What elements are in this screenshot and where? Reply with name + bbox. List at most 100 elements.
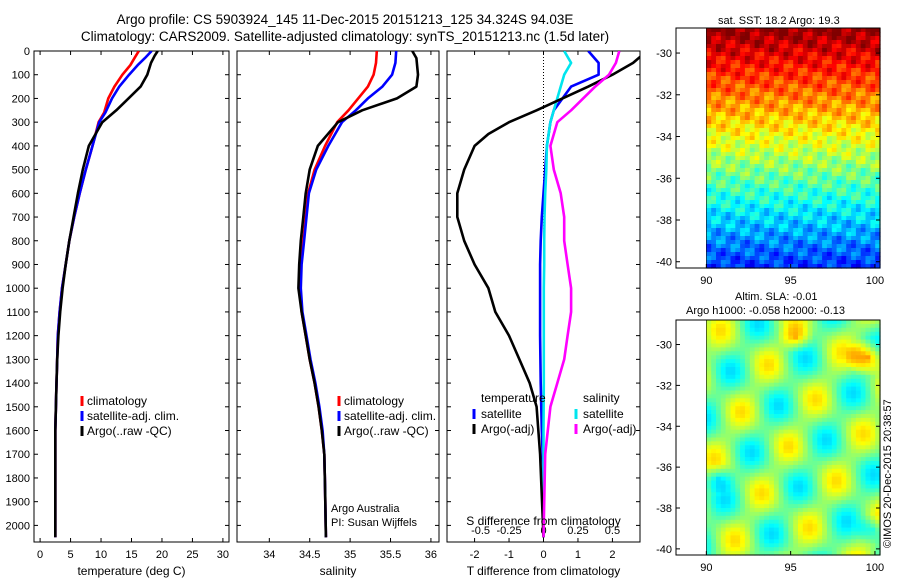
heatmap-cell [725,220,731,225]
heatmap-cell [812,164,818,169]
heatmap-cell [831,441,838,446]
heatmap-cell [716,244,722,249]
heatmap-cell [759,500,765,505]
heatmap-cell [764,96,770,101]
heatmap-cell [851,461,857,466]
heatmap-cell [783,374,789,380]
heatmap-cell [725,425,731,431]
heatmap-cell [807,535,813,540]
heatmap-cell [725,453,731,458]
heatmap-cell [773,433,780,439]
heatmap-cell [730,461,736,466]
heatmap-cell [788,363,794,368]
heatmap-cell [822,343,828,348]
heatmap-cell [870,220,876,225]
heatmap-cell [749,433,756,439]
heatmap-cell [812,36,818,41]
heatmap-cell [851,320,857,325]
heatmap-cell [855,156,862,161]
heatmap-cell [716,192,722,197]
heatmap-cell [740,453,746,458]
heatmap-cell [769,355,775,360]
heatmap-cell [749,236,756,241]
heatmap-cell [836,394,842,399]
heatmap-cell [798,176,804,181]
heatmap-cell [855,192,862,197]
heatmap-cell [706,335,712,341]
heatmap-cell [851,120,857,125]
heatmap-cell [749,104,756,109]
heatmap-cell [769,40,775,45]
heatmap-cell [716,32,722,37]
heatmap-cell [740,96,746,101]
heatmap-cell [870,339,876,345]
heatmap-cell [730,40,736,45]
heatmap-cell [798,347,804,352]
heatmap-cell [836,551,842,556]
heatmap-cell [817,204,823,209]
heatmap-cell [783,531,789,536]
heatmap-cell [759,140,765,145]
heatmap-cell [711,425,717,431]
heatmap-cell [740,216,746,221]
heatmap-cell [841,196,847,201]
heatmap-cell [860,128,867,133]
heatmap-cell [759,104,765,109]
heatmap-cell [711,488,717,493]
x-tick-label: -1 [504,549,514,561]
heatmap-cell [851,476,857,482]
heatmap-cell [744,204,751,209]
heatmap-cell [778,108,785,113]
heatmap-cell [706,44,712,49]
heatmap-cell [851,240,857,245]
y-tick-label: 1700 [6,449,30,461]
heatmap-cell [875,504,881,509]
heatmap-cell [754,464,760,470]
heatmap-cell [773,351,780,356]
heatmap-cell [735,188,741,193]
heatmap-cell [831,476,838,482]
heatmap-cell [788,164,794,169]
heatmap-cell [826,547,833,552]
heatmap-cell [851,216,857,221]
heatmap-cell [730,132,736,137]
heatmap-cell [836,531,842,536]
heatmap-cell [875,370,881,376]
heatmap-cell [764,216,770,221]
heatmap-cell [769,421,775,427]
heatmap-cell [754,76,760,81]
heatmap-cell [730,484,736,489]
heatmap-cell [812,92,818,97]
heatmap-cell [798,320,804,325]
heatmap-cell [822,406,828,411]
heatmap-cell [759,80,765,85]
heatmap-cell [870,367,876,372]
heatmap-cell [798,144,804,149]
heatmap-cell [778,96,785,101]
heatmap-cell [870,429,876,435]
heatmap-cell [846,429,852,435]
heatmap-cell [711,200,717,205]
heatmap-cell [740,500,746,505]
heatmap-cell [720,351,727,356]
heatmap-cell [822,374,828,380]
heatmap-cell [749,120,756,125]
heatmap-cell [812,504,818,509]
heatmap-cell [846,40,852,45]
heatmap-cell [875,108,881,113]
heatmap-cell [716,152,722,157]
heatmap-cell [802,64,809,69]
heatmap-cell [759,132,765,137]
heatmap-cell [812,445,818,450]
heatmap-cell [851,228,857,233]
heatmap-cell [735,40,741,45]
heatmap-cell [788,414,794,419]
heatmap-cell [851,204,857,209]
heatmap-cell [769,343,775,348]
heatmap-cell [812,160,818,165]
heatmap-cell [740,232,746,237]
heatmap-cell [831,394,838,399]
heatmap-cell [807,252,813,257]
heatmap-cell [812,500,818,505]
heatmap-cell [706,248,712,253]
